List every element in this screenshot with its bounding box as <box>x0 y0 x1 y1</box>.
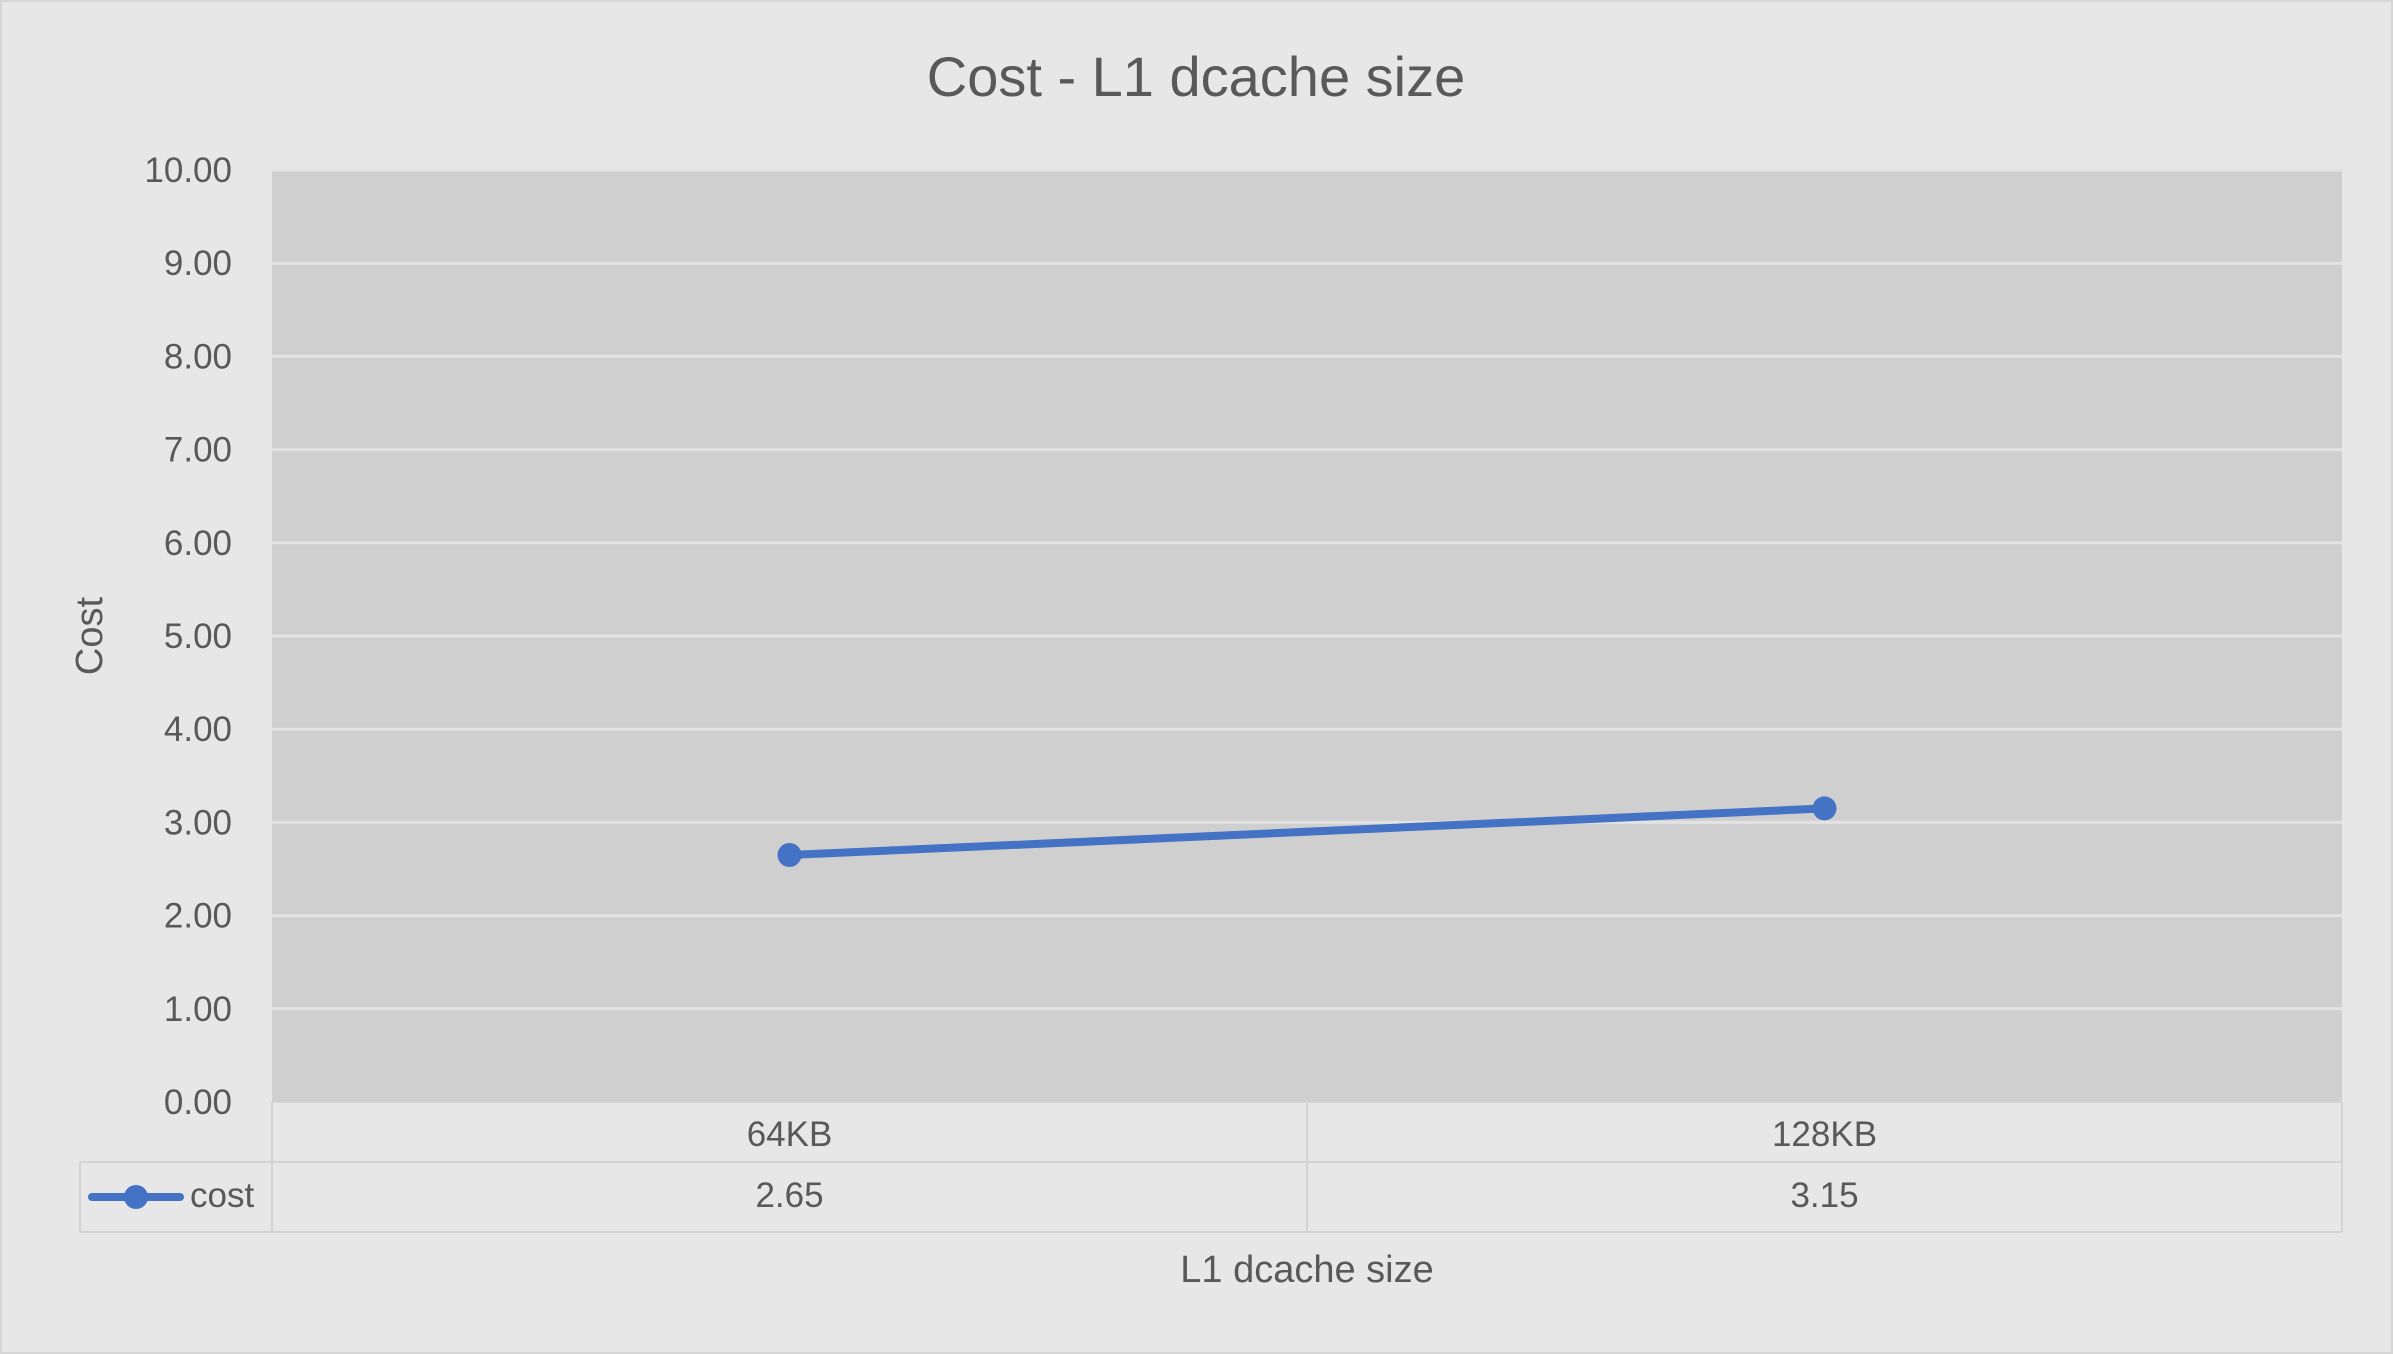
series-line <box>785 804 1829 860</box>
y-axis-ticks: 0.00 1.00 2.00 3.00 4.00 5.00 6.00 7.00 8.00 9.00… <box>144 151 232 1122</box>
y-tick-label: 6.00 <box>164 524 232 563</box>
y-tick-label: 1.00 <box>164 990 232 1029</box>
x-category-label: 64KB <box>747 1115 833 1154</box>
y-tick-label: 2.00 <box>164 897 232 936</box>
gridlines <box>272 168 2342 1011</box>
y-tick-label: 10.00 <box>144 151 232 190</box>
y-tick-label: 5.00 <box>164 617 232 656</box>
legend-series-name: cost <box>190 1176 254 1215</box>
x-axis-label: L1 dcache size <box>1180 1249 1434 1291</box>
y-tick-label: 9.00 <box>164 244 232 283</box>
data-point <box>777 843 802 868</box>
y-tick-label: 4.00 <box>164 710 232 749</box>
chart-title: Cost - L1 dcache size <box>927 45 1465 108</box>
legend-marker-key <box>124 1185 148 1209</box>
y-tick-label: 0.00 <box>164 1083 232 1122</box>
data-table-value: 3.15 <box>1790 1176 1858 1215</box>
y-tick-label: 8.00 <box>164 337 232 376</box>
data-table: 64KB 128KB 2.65 3.15 cost <box>79 1101 2343 1233</box>
series-cost <box>777 796 1837 868</box>
x-category-label: 128KB <box>1772 1115 1877 1154</box>
data-table-value: 2.65 <box>755 1176 823 1215</box>
y-axis-label: Cost <box>69 596 111 675</box>
y-tick-label: 3.00 <box>164 803 232 842</box>
data-point <box>1812 796 1837 821</box>
y-tick-label: 7.00 <box>164 431 232 470</box>
